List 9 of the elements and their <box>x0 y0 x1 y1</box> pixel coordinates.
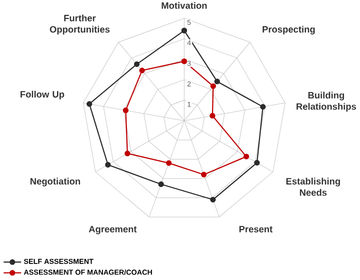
spoke-label: Building Relationships <box>296 92 356 112</box>
spoke-label: Present <box>239 226 273 232</box>
spoke-label: Negotiation <box>30 178 80 186</box>
spoke-label: Establishing Needs <box>286 178 340 196</box>
spoke-label: Prospecting <box>262 26 315 34</box>
spoke-label: Further Opportunities <box>50 14 110 34</box>
spoke-label: Motivation <box>162 2 207 9</box>
spoke-label: Agreement <box>88 226 137 234</box>
spoke-label: Follow Up <box>20 90 64 100</box>
